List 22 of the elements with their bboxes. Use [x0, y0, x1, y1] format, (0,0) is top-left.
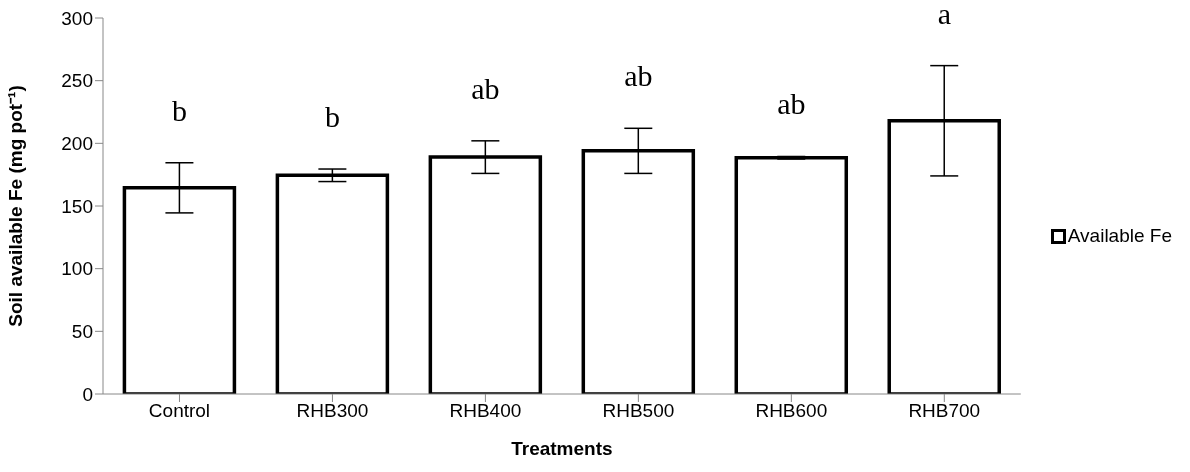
y-axis-title: Soil available Fe (mg pot⁻¹): [4, 85, 26, 327]
annotation: ab: [624, 59, 653, 93]
y-tick-label: 150: [61, 195, 93, 217]
annotation: ab: [471, 71, 500, 105]
annotation: a: [937, 0, 951, 30]
y-tick-label: 250: [61, 70, 93, 92]
x-tick-label: RHB300: [296, 400, 369, 422]
y-tick-label: 0: [82, 383, 93, 405]
y-tick-label: 300: [61, 7, 93, 29]
y-tick-label: 50: [71, 321, 93, 343]
x-tick-label: RHB600: [755, 400, 828, 422]
x-tick-label: RHB500: [602, 400, 675, 422]
x-tick-label: Control: [148, 400, 211, 422]
annotation: ab: [777, 87, 806, 121]
y-tick-label: 100: [61, 258, 93, 280]
y-tick-label: 200: [61, 133, 93, 155]
x-tick-label: RHB400: [449, 400, 522, 422]
annotation: b: [171, 93, 187, 127]
x-axis-title: Treatments: [511, 438, 613, 460]
annotation: b: [324, 100, 340, 134]
x-tick-label: RHB700: [908, 400, 981, 422]
legend-label: Available Fe: [1067, 225, 1172, 247]
